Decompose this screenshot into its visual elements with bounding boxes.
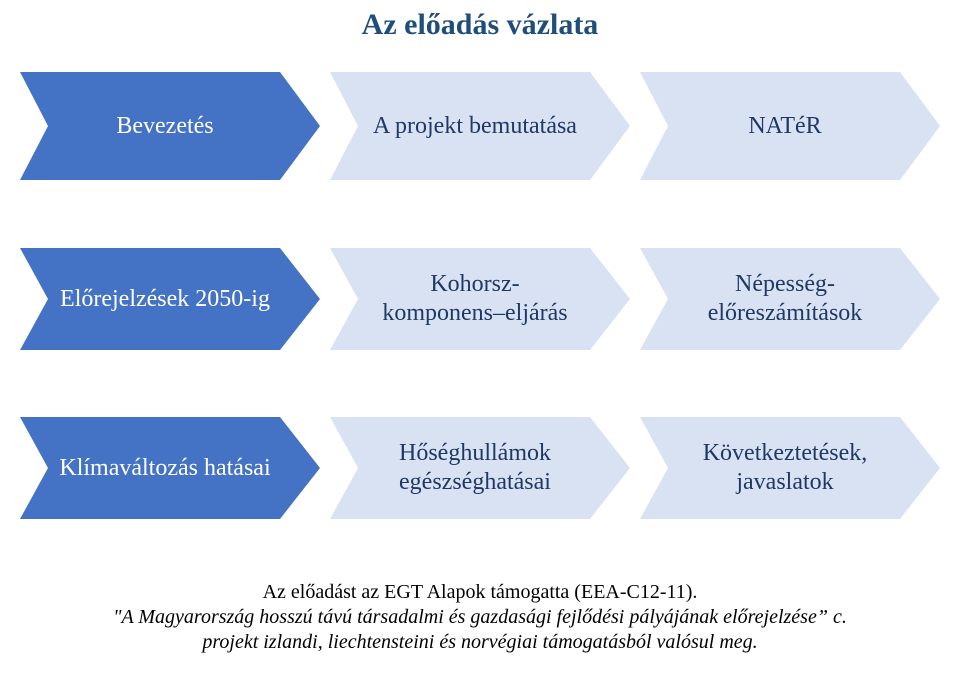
chevron: Előrejelzések 2050-ig	[20, 248, 320, 350]
footnote: Az előadást az EGT Alapok támogatta (EEA…	[40, 580, 920, 655]
chevron: Kohorsz-komponens–eljárás	[330, 248, 630, 350]
chevron-label: Népesség-előreszámítások	[640, 248, 940, 350]
chevron-label: Kohorsz-komponens–eljárás	[330, 248, 630, 350]
page-title: Az előadás vázlata	[0, 8, 960, 42]
chevron: Következtetések, javaslatok	[640, 417, 940, 519]
chevron-label: Hőséghullámok egészséghatásai	[330, 417, 630, 519]
row-3: Klímaváltozás hatásaiHőséghullámok egész…	[0, 417, 960, 519]
chevron: Hőséghullámok egészséghatásai	[330, 417, 630, 519]
footnote-line-2: "A Magyarország hosszú távú társadalmi é…	[40, 605, 920, 630]
chevron-label: Bevezetés	[20, 72, 320, 180]
footnote-line-1: Az előadást az EGT Alapok támogatta (EEA…	[40, 580, 920, 605]
chevron: Bevezetés	[20, 72, 320, 180]
chevron-label: A projekt bemutatása	[330, 72, 630, 180]
chevron-label: NATéR	[640, 72, 940, 180]
chevron: Népesség-előreszámítások	[640, 248, 940, 350]
chevron-label: Előrejelzések 2050-ig	[20, 248, 320, 350]
chevron: NATéR	[640, 72, 940, 180]
row-2: Előrejelzések 2050-igKohorsz-komponens–e…	[0, 248, 960, 350]
row-1: BevezetésA projekt bemutatásaNATéR	[0, 72, 960, 180]
chevron: A projekt bemutatása	[330, 72, 630, 180]
chevron-label: Klímaváltozás hatásai	[20, 417, 320, 519]
footnote-line-3: projekt izlandi, liechtensteini és norvé…	[40, 630, 920, 655]
chevron-label: Következtetések, javaslatok	[640, 417, 940, 519]
chevron: Klímaváltozás hatásai	[20, 417, 320, 519]
